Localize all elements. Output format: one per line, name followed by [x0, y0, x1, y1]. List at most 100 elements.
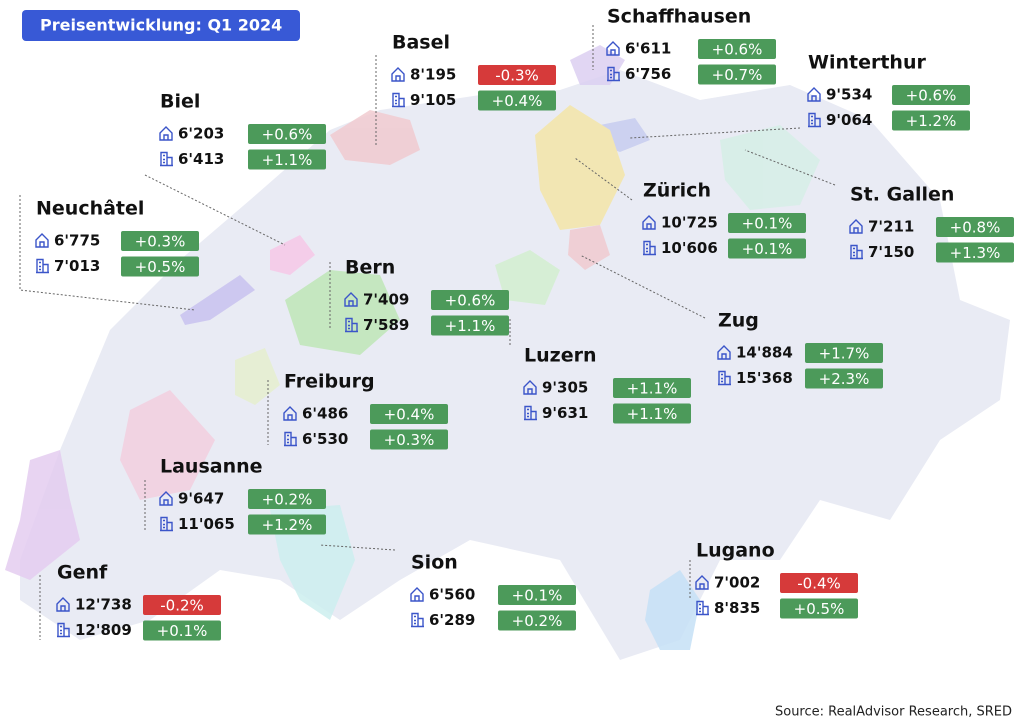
- change: +0.7%: [712, 66, 763, 84]
- house-icon: [344, 292, 358, 307]
- icon-shape: [695, 575, 709, 590]
- icon-shape: [36, 258, 49, 274]
- house-icon: [807, 87, 821, 102]
- house-icon: [717, 345, 731, 360]
- price: 15'368: [736, 369, 793, 387]
- apartment-icon: [718, 370, 731, 386]
- apartment-icon: [160, 516, 173, 532]
- change: +0.5%: [794, 600, 845, 618]
- change: +0.1%: [512, 587, 563, 605]
- city-name: Freiburg: [284, 371, 375, 393]
- city-name: Schaffhausen: [607, 6, 751, 28]
- change: +0.4%: [492, 92, 543, 110]
- price: 6'203: [178, 125, 224, 143]
- price: 12'738: [75, 596, 132, 614]
- region: [330, 110, 420, 165]
- change-badge: [431, 315, 509, 336]
- change: +2.3%: [819, 370, 870, 388]
- city-name: Winterthur: [808, 52, 926, 74]
- house-icon: [35, 233, 49, 248]
- city-name: Bern: [345, 257, 395, 279]
- leader-line: [579, 254, 706, 319]
- city-name: Luzern: [524, 345, 596, 367]
- change: +0.6%: [262, 126, 313, 144]
- change-badge: [698, 39, 776, 59]
- house-icon: [642, 215, 656, 230]
- icon-shape: [283, 406, 297, 421]
- price: 7'013: [54, 257, 100, 275]
- city-name: Lugano: [696, 540, 775, 562]
- region: [285, 270, 400, 355]
- title-badge: [22, 10, 300, 41]
- icon-shape: [344, 292, 358, 307]
- price: 7'211: [868, 218, 914, 236]
- change-badge: [892, 110, 970, 131]
- region: [645, 570, 700, 650]
- apartment-icon: [284, 431, 297, 447]
- region: [270, 235, 315, 275]
- house-icon: [283, 406, 297, 421]
- house-icon: [410, 587, 424, 602]
- change-badge: [613, 403, 691, 424]
- apartment-icon: [607, 66, 620, 82]
- icon-shape: [524, 405, 537, 421]
- change: +1.2%: [906, 112, 957, 130]
- regions: [5, 45, 820, 650]
- apartment-icon: [808, 112, 821, 128]
- city-name: St. Gallen: [850, 184, 954, 206]
- icon-shape: [159, 491, 173, 506]
- icon-shape: [160, 151, 173, 167]
- change-badge: [248, 489, 326, 509]
- leader-line: [19, 195, 196, 311]
- change-badge: [698, 64, 776, 85]
- change: +0.3%: [384, 431, 435, 449]
- change: +0.2%: [262, 491, 313, 509]
- city-name: Biel: [160, 91, 200, 113]
- house-icon: [695, 575, 709, 590]
- price: 6'289: [429, 611, 475, 629]
- change: +1.1%: [627, 380, 678, 398]
- icon-shape: [345, 317, 358, 333]
- price: 6'560: [429, 586, 475, 604]
- icon-shape: [392, 92, 405, 108]
- change-badge: [121, 256, 199, 277]
- city-name: Neuchâtel: [36, 198, 144, 220]
- icon-shape: [607, 66, 620, 82]
- change: +1.1%: [445, 317, 496, 335]
- apartment-icon: [524, 405, 537, 421]
- change-badge: [936, 242, 1014, 263]
- change: +0.4%: [384, 406, 435, 424]
- price: 7'150: [868, 243, 914, 261]
- region: [120, 390, 215, 500]
- icon-shape: [411, 612, 424, 628]
- apartment-icon: [36, 258, 49, 274]
- change-badge: [248, 149, 326, 170]
- change-badge: [780, 598, 858, 619]
- change-badge: [370, 429, 448, 450]
- apartment-icon: [850, 244, 863, 260]
- change-badge: [498, 585, 576, 605]
- price: 9'105: [410, 91, 456, 109]
- price: 6'413: [178, 150, 224, 168]
- icon-shape: [160, 516, 173, 532]
- icon-shape: [849, 219, 863, 234]
- house-icon: [391, 67, 405, 82]
- change-badge: [892, 85, 970, 105]
- change: +1.3%: [950, 244, 1001, 262]
- price: 6'530: [302, 430, 348, 448]
- price: 9'534: [826, 86, 872, 104]
- price: 10'725: [661, 214, 718, 232]
- change: +0.3%: [135, 233, 186, 251]
- region: [535, 105, 625, 230]
- icon-shape: [57, 622, 70, 638]
- change-badge: [805, 368, 883, 389]
- apartment-icon: [643, 240, 656, 256]
- icon-shape: [717, 345, 731, 360]
- change: +0.8%: [950, 219, 1001, 237]
- icon-shape: [718, 370, 731, 386]
- region: [5, 450, 80, 580]
- icon-shape: [284, 431, 297, 447]
- change: -0.2%: [160, 597, 204, 615]
